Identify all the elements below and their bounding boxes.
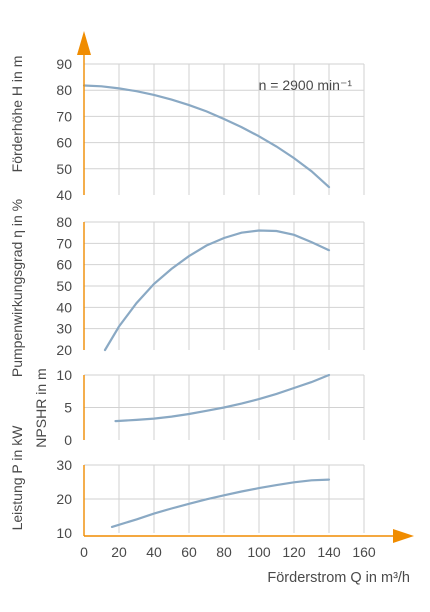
panel-power: 10 20 30 Leistung P in kW <box>9 425 365 541</box>
panel-efficiency-y-tick-label: 40 <box>56 299 72 315</box>
panel-npshr-y-tick-label: 5 <box>64 400 72 416</box>
y-axis-arrow <box>77 31 91 55</box>
panel-efficiency-y-tick-label: 20 <box>56 342 72 358</box>
panel-power-y-tick-label: 30 <box>56 457 72 473</box>
x-axis-arrow <box>393 529 414 543</box>
panel-efficiency: 20 30 40 50 60 70 80 Pumpenwirkungsgrad η in % <box>9 199 365 377</box>
panel-head-y-tick-label: 60 <box>56 135 72 151</box>
panel-efficiency-y-tick-label: 30 <box>56 321 72 337</box>
panel-npshr-y-tick-label: 0 <box>64 432 72 448</box>
panel-power-y-tick-label: 10 <box>56 525 72 541</box>
x-tick-label: 140 <box>317 544 341 560</box>
panel-head-y-tick-label: 90 <box>56 56 72 72</box>
x-tick-label: 100 <box>247 544 271 560</box>
panel-head-curve <box>82 84 331 189</box>
panel-npshr-y-axis-label: NPSHR in m <box>33 368 49 447</box>
panel-efficiency-curve <box>103 229 331 352</box>
x-tick-label: 160 <box>352 544 376 560</box>
x-tick-label: 80 <box>216 544 232 560</box>
x-tick-label: 60 <box>181 544 197 560</box>
x-tick-label: 40 <box>146 544 162 560</box>
panel-efficiency-y-axis-label: Pumpenwirkungsgrad η in % <box>9 199 25 377</box>
panel-power-grid <box>84 464 365 533</box>
panel-npshr: 0 5 10 NPSHR in m <box>33 367 365 448</box>
panel-head-y-tick-label: 40 <box>56 187 72 203</box>
x-tick-label: 0 <box>80 544 88 560</box>
panel-power-curve <box>110 478 331 529</box>
panel-efficiency-grid <box>84 221 365 350</box>
panel-efficiency-y-tick-label: 60 <box>56 257 72 273</box>
x-axis-label: Förderstrom Q in m³/h <box>267 570 410 586</box>
panel-head-y-tick-label: 80 <box>56 82 72 98</box>
panel-head-annotation: n = 2900 min⁻¹ <box>259 77 353 93</box>
panel-npshr-curve <box>114 373 331 423</box>
x-tick-label: 20 <box>111 544 127 560</box>
panel-efficiency-y-tick-label: 80 <box>56 214 72 230</box>
panel-efficiency-y-tick-label: 70 <box>56 235 72 251</box>
panel-power-y-axis-label: Leistung P in kW <box>9 425 25 531</box>
panel-power-y-tick-label: 20 <box>56 491 72 507</box>
panel-head-y-tick-label: 70 <box>56 108 72 124</box>
x-tick-label: 120 <box>282 544 306 560</box>
panel-head-y-axis-label: Förderhöhe H in m <box>9 56 25 173</box>
panel-npshr-y-tick-label: 10 <box>56 367 72 383</box>
panel-efficiency-y-tick-label: 50 <box>56 278 72 294</box>
panel-head: 40 50 60 70 80 90 Förderhöhe H in m n = 2900 mi… <box>9 50 365 203</box>
panel-head-y-tick-label: 50 <box>56 161 72 177</box>
